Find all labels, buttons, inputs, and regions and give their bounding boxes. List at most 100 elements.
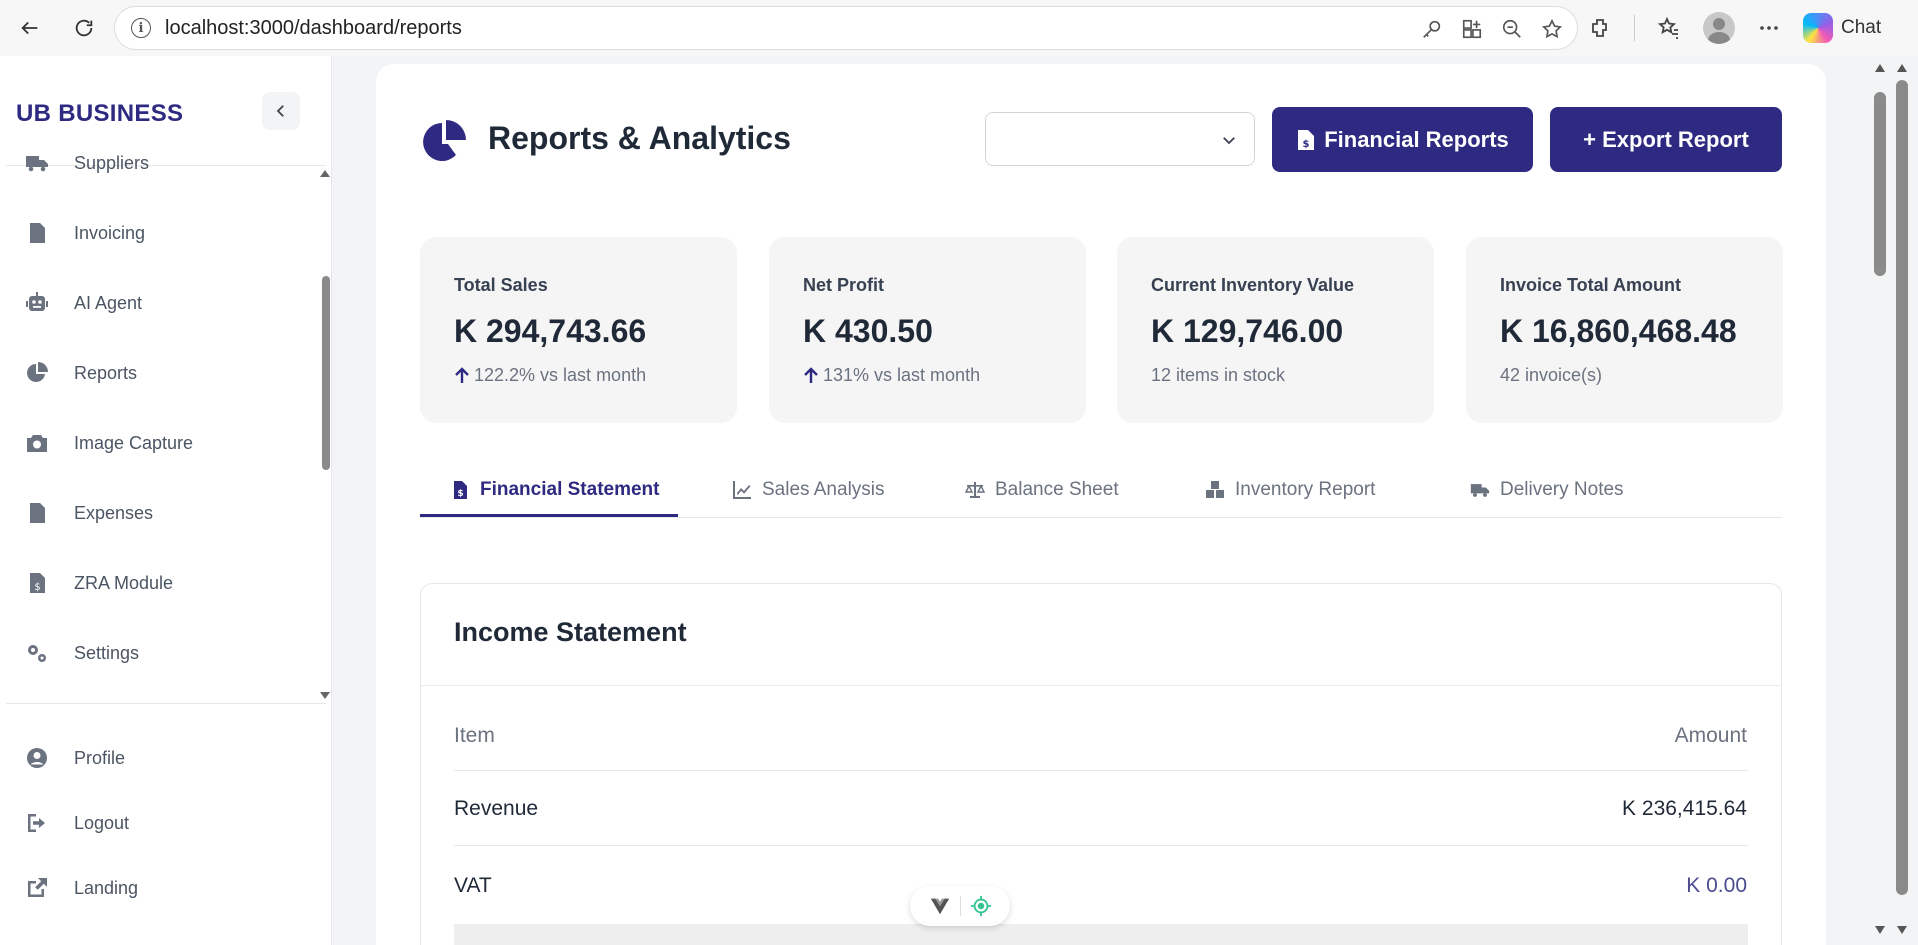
line-chart-icon — [733, 481, 751, 499]
arrow-left-icon — [21, 21, 38, 35]
pie-chart-icon — [24, 360, 50, 386]
stat-label: Invoice Total Amount — [1500, 275, 1682, 295]
sidebar-divider — [6, 165, 326, 166]
sidebar-item-label: Reports — [74, 362, 138, 383]
scroll-down-arrow[interactable] — [320, 692, 330, 699]
dev-tools-float[interactable] — [910, 886, 1010, 926]
stat-value: K 430.50 — [803, 313, 933, 349]
target-inspect-icon[interactable] — [970, 895, 992, 917]
financial-reports-button[interactable]: $ Financial Reports — [1272, 107, 1533, 172]
report-period-select[interactable] — [985, 112, 1255, 166]
zoom-out-icon[interactable] — [1501, 18, 1523, 40]
page-title: Reports & Analytics — [488, 120, 791, 156]
stat-trend: 131% vs last month — [803, 365, 980, 386]
stat-value: K 16,860,468.48 — [1500, 313, 1737, 349]
file-dollar-icon: $ — [24, 570, 50, 596]
income-statement-title: Income Statement — [454, 617, 687, 647]
tab-label: Financial Statement — [480, 479, 660, 500]
tab-delivery-notes[interactable]: Delivery Notes — [1470, 462, 1624, 518]
pie-chart-icon — [423, 120, 466, 161]
sidebar-item-label: Profile — [74, 747, 126, 768]
stat-label: Total Sales — [454, 275, 548, 295]
sidebar: UB BUSINESS Suppliers Invoicing AI Agent… — [0, 56, 332, 945]
scale-icon — [965, 482, 985, 498]
favorites-icon[interactable] — [1657, 16, 1681, 40]
stat-sub-text: 122.2% vs last month — [474, 365, 647, 385]
window-scroll-down-arrow[interactable] — [1897, 926, 1907, 934]
sidebar-item-invoicing[interactable]: Invoicing — [0, 208, 320, 258]
income-statement-card — [420, 583, 1782, 945]
star-icon[interactable] — [1541, 18, 1563, 40]
stat-label: Current Inventory Value — [1151, 275, 1355, 295]
tab-balance-sheet[interactable]: Balance Sheet — [965, 462, 1119, 518]
export-report-button[interactable]: + Export Report — [1550, 107, 1782, 172]
chevron-left-icon — [276, 105, 284, 117]
copilot-icon — [1803, 13, 1833, 43]
page-scroll-down-arrow[interactable] — [1875, 926, 1885, 934]
sidebar-item-landing[interactable]: Landing — [0, 863, 320, 913]
float-divider — [959, 896, 961, 916]
robot-icon — [24, 290, 50, 316]
refresh-button[interactable] — [66, 10, 102, 46]
profile-avatar[interactable] — [1703, 12, 1735, 44]
browser-toolbar: i localhost:3000/dashboard/reports Chat — [0, 0, 1918, 56]
row-item: Revenue — [454, 797, 539, 820]
copilot-chat-button[interactable]: Chat — [1803, 13, 1881, 43]
sidebar-item-reports[interactable]: Reports — [0, 348, 320, 398]
external-link-icon — [24, 875, 50, 901]
back-button[interactable] — [12, 10, 48, 46]
row-amount: K 0.00 — [1686, 874, 1747, 897]
sidebar-item-zra-module[interactable]: $ ZRA Module — [0, 558, 320, 608]
sidebar-item-image-capture[interactable]: Image Capture — [0, 418, 320, 468]
vue-devtools-icon[interactable] — [929, 895, 951, 917]
sidebar-item-label: AI Agent — [74, 292, 143, 313]
sidebar-divider — [6, 703, 326, 704]
file-invoice-icon: $ — [454, 481, 467, 499]
tab-inventory-report[interactable]: Inventory Report — [1205, 462, 1375, 518]
scroll-up-arrow[interactable] — [320, 170, 330, 177]
app-grid-icon[interactable] — [1461, 18, 1483, 40]
sidebar-item-logout[interactable]: Logout — [0, 798, 320, 848]
sidebar-item-label: Suppliers — [74, 152, 150, 173]
column-header-amount: Amount — [1674, 724, 1747, 747]
sidebar-item-expenses[interactable]: Expenses — [0, 488, 320, 538]
sidebar-item-label: Expenses — [74, 502, 154, 523]
site-info-icon[interactable]: i — [131, 18, 151, 38]
sidebar-item-profile[interactable]: Profile — [0, 733, 320, 783]
page-scroll-thumb[interactable] — [1874, 92, 1886, 276]
file-invoice-icon — [24, 220, 50, 246]
window-scroll-up-arrow[interactable] — [1897, 64, 1907, 72]
window-scroll-thumb[interactable] — [1896, 80, 1908, 895]
export-report-label: + Export Report — [1583, 126, 1749, 152]
stat-trend: 122.2% vs last month — [454, 365, 646, 386]
sidebar-item-suppliers[interactable]: Suppliers — [0, 146, 320, 188]
stat-card-inventory-value: Current Inventory Value K 129,746.00 12 … — [1117, 237, 1434, 423]
sidebar-item-settings[interactable]: Settings — [0, 628, 320, 678]
sidebar-nav: Suppliers Invoicing AI Agent Reports Ima… — [0, 146, 320, 690]
page-scroll-up-arrow[interactable] — [1875, 64, 1885, 72]
collapse-sidebar-button[interactable] — [262, 92, 300, 130]
tab-financial-statement[interactable]: $ Financial Statement — [450, 462, 660, 518]
tab-sales-analysis[interactable]: Sales Analysis — [732, 462, 885, 518]
svg-text:$: $ — [457, 489, 463, 499]
arrow-up-icon — [804, 366, 818, 383]
sidebar-scroll-thumb[interactable] — [322, 276, 330, 470]
truck-icon — [1470, 484, 1490, 497]
url-text: localhost:3000/dashboard/reports — [165, 16, 462, 39]
extensions-icon[interactable] — [1588, 16, 1612, 40]
gears-icon — [24, 640, 50, 666]
key-icon[interactable] — [1421, 18, 1443, 40]
address-bar[interactable]: i localhost:3000/dashboard/reports — [114, 6, 1578, 50]
sidebar-item-label: Settings — [74, 642, 140, 663]
row-item: VAT — [454, 874, 492, 897]
user-circle-icon — [24, 745, 50, 771]
more-options-icon[interactable] — [1757, 16, 1781, 40]
stat-sub-text: 42 invoice(s) — [1500, 365, 1603, 385]
truck-icon — [24, 150, 50, 176]
brand-logo[interactable]: UB BUSINESS — [16, 100, 184, 127]
sidebar-item-label: Landing — [74, 877, 139, 898]
sidebar-item-ai-agent[interactable]: AI Agent — [0, 278, 320, 328]
toolbar-divider — [1634, 15, 1635, 41]
stat-label: Net Profit — [803, 275, 884, 295]
file-invoice-dollar-icon: $ — [1298, 129, 1315, 150]
